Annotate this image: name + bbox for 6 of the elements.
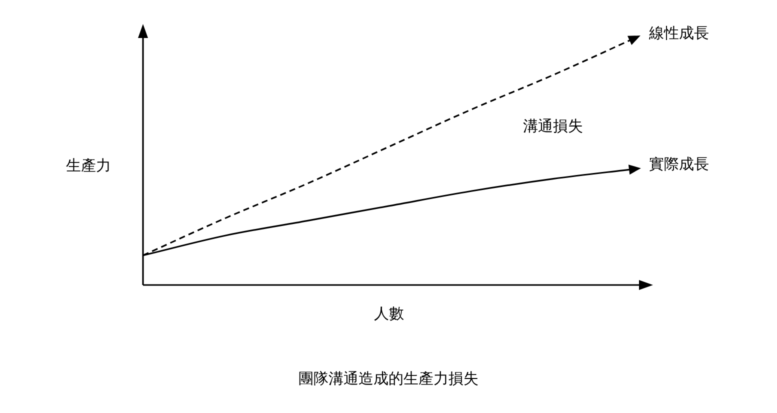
annotation: 溝通損失 [523,116,583,135]
text: 團隊溝通造成的生產力損失 [298,370,478,388]
x-axis-title: 人數 [374,304,404,322]
series-label: 線性成長 [648,24,709,42]
y-axis-title: 生產力 [66,156,111,174]
series-label: 實際成長 [649,154,709,173]
